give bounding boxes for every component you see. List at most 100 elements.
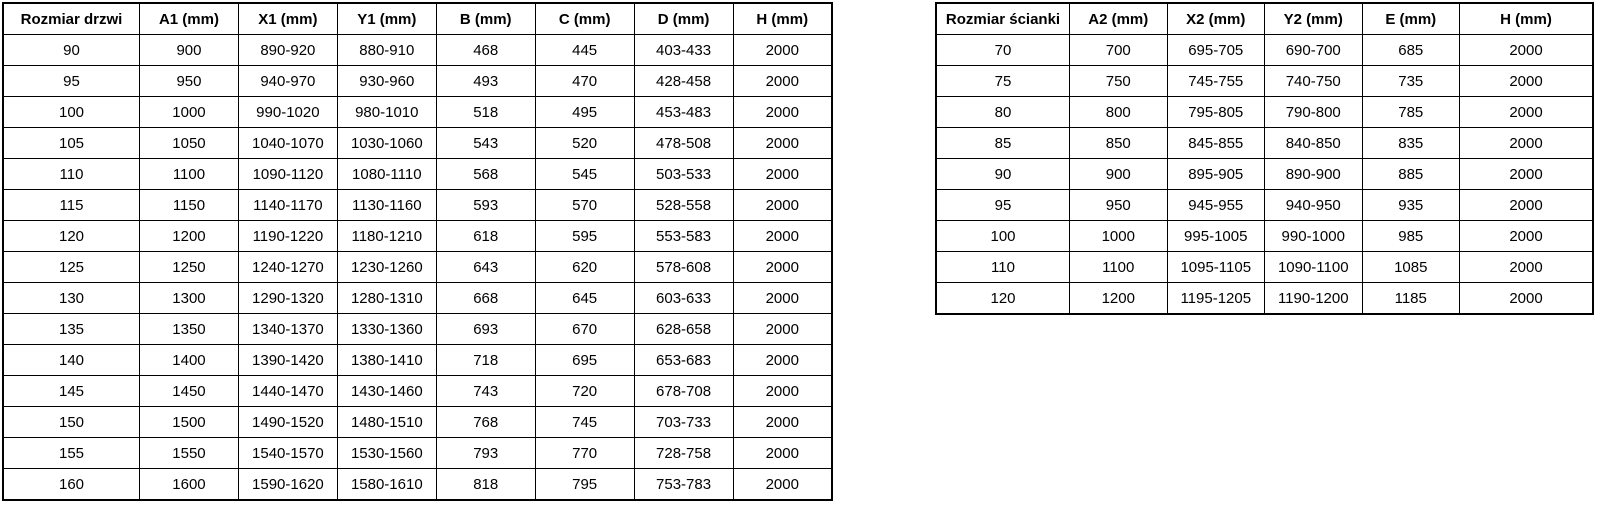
table-cell: 1540-1570 <box>237 437 338 469</box>
table-row: 120 1200 1195-1205 1190-1200 1185 2000 <box>935 282 1594 315</box>
table-cell: 695 <box>534 344 635 376</box>
table-cell: 130 <box>2 282 140 314</box>
table-cell: 1600 <box>139 468 239 501</box>
table-cell: 493 <box>435 65 536 97</box>
table-cell: 850 <box>1069 127 1168 159</box>
table-row: 85 850 845-855 840-850 835 2000 <box>935 127 1594 159</box>
table-cell: 478-508 <box>633 127 734 159</box>
table-cell: 745-755 <box>1166 65 1265 97</box>
table-cell: 1380-1410 <box>336 344 437 376</box>
table-cell: 155 <box>2 437 140 469</box>
table-row: 75 750 745-755 740-750 735 2000 <box>935 65 1594 97</box>
table-cell: 643 <box>435 251 536 283</box>
table-cell: 1430-1460 <box>336 375 437 407</box>
table-cell: 690-700 <box>1264 34 1363 66</box>
table-cell: 1440-1470 <box>237 375 338 407</box>
table-cell: 718 <box>435 344 536 376</box>
table-cell: 885 <box>1361 158 1460 190</box>
table-cell: 528-558 <box>633 189 734 221</box>
table-cell: 670 <box>534 313 635 345</box>
table-cell: 945-955 <box>1166 189 1265 221</box>
table-cell: 2000 <box>1459 251 1594 283</box>
table-cell: 1050 <box>139 127 239 159</box>
table-row: 140 1400 1390-1420 1380-1410 718 695 653-683 20… <box>2 344 833 376</box>
table-row: 120 1200 1190-1220 1180-1210 618 595 553-583 20… <box>2 220 833 252</box>
table-cell: 2000 <box>1459 34 1594 66</box>
table-cell: 2000 <box>1459 127 1594 159</box>
table-cell: 785 <box>1361 96 1460 128</box>
table-cell: 618 <box>435 220 536 252</box>
table-row: 115 1150 1140-1170 1130-1160 593 570 528-558 20… <box>2 189 833 221</box>
table-cell: 845-855 <box>1166 127 1265 159</box>
table-cell: 2000 <box>732 251 833 283</box>
table-cell: 2000 <box>732 127 833 159</box>
table-cell: 90 <box>2 34 140 66</box>
table-cell: 2000 <box>732 344 833 376</box>
table-cell: 1550 <box>139 437 239 469</box>
table-cell: 603-633 <box>633 282 734 314</box>
table-cell: 2000 <box>1459 220 1594 252</box>
table-row: 90 900 895-905 890-900 885 2000 <box>935 158 1594 190</box>
table-cell: 2000 <box>732 375 833 407</box>
table-cell: 100 <box>2 96 140 128</box>
table-cell: 1250 <box>139 251 239 283</box>
table-row: 95 950 940-970 930-960 493 470 428-458 2000 <box>2 65 833 97</box>
table-row: 100 1000 990-1020 980-1010 518 495 453-483 2000 <box>2 96 833 128</box>
table-cell: 95 <box>935 189 1070 221</box>
table-cell: 1150 <box>139 189 239 221</box>
column-header: B (mm) <box>435 2 536 35</box>
table-cell: 695-705 <box>1166 34 1265 66</box>
table-cell: 468 <box>435 34 536 66</box>
table-cell: 890-900 <box>1264 158 1363 190</box>
table-cell: 70 <box>935 34 1070 66</box>
table-cell: 1180-1210 <box>336 220 437 252</box>
table-row: 110 1100 1090-1120 1080-1110 568 545 503-533 20… <box>2 158 833 190</box>
table-cell: 990-1000 <box>1264 220 1363 252</box>
table-cell: 85 <box>935 127 1070 159</box>
column-header: C (mm) <box>534 2 635 35</box>
table-cell: 703-733 <box>633 406 734 438</box>
table-cell: 2000 <box>1459 96 1594 128</box>
table-cell: 1085 <box>1361 251 1460 283</box>
door-sizes-table: Rozmiar drzwi A1 (mm) X1 (mm) Y1 (mm) B (mm)… <box>2 2 833 501</box>
table-cell: 995-1005 <box>1166 220 1265 252</box>
table-cell: 1185 <box>1361 282 1460 315</box>
table-cell: 653-683 <box>633 344 734 376</box>
column-header: A2 (mm) <box>1069 2 1168 35</box>
table-cell: 940-950 <box>1264 189 1363 221</box>
table-cell: 2000 <box>1459 282 1594 315</box>
table-cell: 2000 <box>732 437 833 469</box>
table-cell: 720 <box>534 375 635 407</box>
table-row: 90 900 890-920 880-910 468 445 403-433 2000 <box>2 34 833 66</box>
table-cell: 1195-1205 <box>1166 282 1265 315</box>
table-cell: 935 <box>1361 189 1460 221</box>
column-header: X2 (mm) <box>1166 2 1265 35</box>
table-cell: 110 <box>935 251 1070 283</box>
table-cell: 1500 <box>139 406 239 438</box>
table-cell: 990-1020 <box>237 96 338 128</box>
table-cell: 1090-1120 <box>237 158 338 190</box>
table-cell: 2000 <box>732 220 833 252</box>
table-cell: 770 <box>534 437 635 469</box>
table-cell: 1340-1370 <box>237 313 338 345</box>
table-cell: 1090-1100 <box>1264 251 1363 283</box>
table-cell: 2000 <box>1459 65 1594 97</box>
table-cell: 950 <box>1069 189 1168 221</box>
column-header: Y1 (mm) <box>336 2 437 35</box>
table-cell: 745 <box>534 406 635 438</box>
table-cell: 1240-1270 <box>237 251 338 283</box>
table-row: 100 1000 995-1005 990-1000 985 2000 <box>935 220 1594 252</box>
table-cell: 1280-1310 <box>336 282 437 314</box>
table-cell: 900 <box>139 34 239 66</box>
table-cell: 543 <box>435 127 536 159</box>
table-cell: 1400 <box>139 344 239 376</box>
table-cell: 1100 <box>1069 251 1168 283</box>
table-cell: 1000 <box>139 96 239 128</box>
table-cell: 740-750 <box>1264 65 1363 97</box>
table-cell: 1130-1160 <box>336 189 437 221</box>
table-cell: 2000 <box>732 282 833 314</box>
table-cell: 800 <box>1069 96 1168 128</box>
table-cell: 518 <box>435 96 536 128</box>
column-header: Rozmiar ścianki <box>935 2 1070 35</box>
